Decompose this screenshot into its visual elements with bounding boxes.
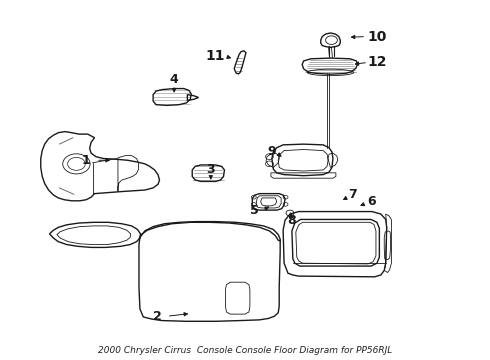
Text: 11: 11 xyxy=(206,49,225,63)
Text: 3: 3 xyxy=(206,163,215,176)
Text: 10: 10 xyxy=(367,30,387,44)
Text: 12: 12 xyxy=(367,55,387,69)
Text: 6: 6 xyxy=(368,195,376,208)
Text: 9: 9 xyxy=(268,145,276,158)
Text: 2000 Chrysler Cirrus  Console Console Floor Diagram for PP56RJL: 2000 Chrysler Cirrus Console Console Flo… xyxy=(98,346,392,355)
Text: 2: 2 xyxy=(153,310,161,323)
Text: 4: 4 xyxy=(170,73,178,86)
Text: 8: 8 xyxy=(287,214,296,227)
Text: 7: 7 xyxy=(348,188,357,201)
Text: 1: 1 xyxy=(82,154,91,167)
Text: 5: 5 xyxy=(250,204,259,217)
